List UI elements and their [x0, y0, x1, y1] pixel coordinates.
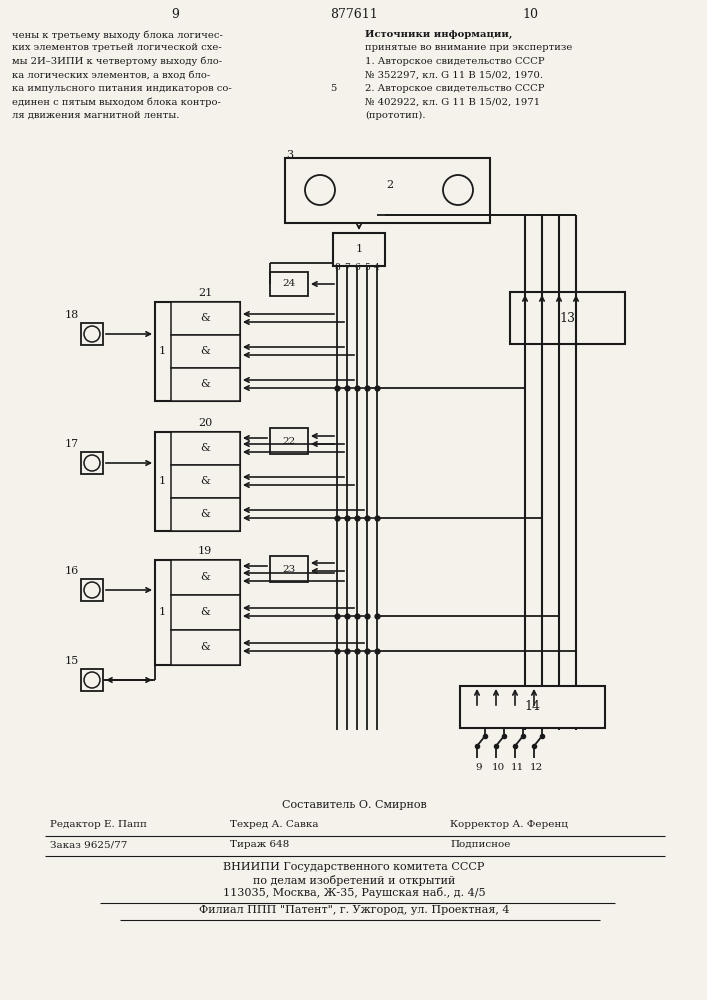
Text: ких элементов третьей логической схе-: ких элементов третьей логической схе-: [12, 43, 222, 52]
Text: чены к третьему выходу блока логичес-: чены к третьему выходу блока логичес-: [12, 30, 223, 39]
Text: 4: 4: [374, 262, 380, 271]
Circle shape: [84, 672, 100, 688]
Text: 877611: 877611: [330, 8, 378, 21]
Text: 19: 19: [198, 546, 212, 556]
Bar: [155, 302, 240, 401]
Text: ка логических элементов, а вход бло-: ка логических элементов, а вход бло-: [12, 70, 210, 80]
Circle shape: [84, 326, 100, 342]
Circle shape: [305, 175, 335, 205]
Text: 18: 18: [65, 310, 79, 320]
Text: 113035, Москва, Ж-35, Раушская наб., д. 4/5: 113035, Москва, Ж-35, Раушская наб., д. …: [223, 888, 485, 898]
Bar: [171, 595, 240, 630]
Bar: [155, 560, 240, 665]
Text: 2: 2: [387, 180, 394, 190]
Text: &: &: [200, 313, 210, 323]
Text: 12: 12: [530, 764, 543, 772]
Text: 6: 6: [354, 262, 360, 271]
Circle shape: [443, 175, 473, 205]
Text: &: &: [200, 607, 210, 617]
Bar: [81, 452, 103, 474]
Text: Филиал ППП "Патент", г. Ужгород, ул. Проектная, 4: Филиал ППП "Патент", г. Ужгород, ул. Про…: [199, 905, 509, 915]
Bar: [285, 158, 490, 223]
Bar: [171, 560, 240, 595]
Text: Подписное: Подписное: [450, 840, 510, 849]
Text: 8: 8: [334, 262, 340, 271]
Text: 15: 15: [65, 656, 79, 666]
Bar: [171, 630, 240, 665]
Text: &: &: [200, 443, 210, 453]
Text: &: &: [200, 642, 210, 652]
Text: единен с пятым выходом блока контро-: единен с пятым выходом блока контро-: [12, 98, 221, 107]
Text: 1. Авторское свидетельство СССР: 1. Авторское свидетельство СССР: [365, 57, 544, 66]
Bar: [155, 432, 240, 531]
Bar: [333, 233, 385, 266]
Text: 1: 1: [158, 346, 165, 356]
Text: Тираж 648: Тираж 648: [230, 840, 289, 849]
Text: Составитель О. Смирнов: Составитель О. Смирнов: [281, 800, 426, 810]
Circle shape: [84, 455, 100, 471]
Bar: [270, 556, 308, 582]
Text: 9: 9: [171, 8, 179, 21]
Text: 17: 17: [65, 439, 79, 449]
Text: 21: 21: [198, 288, 212, 298]
Text: Заказ 9625/77: Заказ 9625/77: [50, 840, 127, 849]
Text: &: &: [200, 379, 210, 389]
Text: 11: 11: [510, 764, 524, 772]
Text: 24: 24: [282, 279, 296, 288]
Text: 22: 22: [282, 436, 296, 446]
Text: 16: 16: [65, 566, 79, 576]
Bar: [460, 686, 605, 728]
Bar: [510, 292, 625, 344]
Text: &: &: [200, 572, 210, 582]
Text: Техред А. Савка: Техред А. Савка: [230, 820, 318, 829]
Text: 1: 1: [158, 607, 165, 617]
Text: &: &: [200, 346, 210, 356]
Text: &: &: [200, 476, 210, 486]
Text: &: &: [200, 509, 210, 519]
Bar: [171, 368, 240, 401]
Text: ля движения магнитной ленты.: ля движения магнитной ленты.: [12, 111, 180, 120]
Bar: [81, 579, 103, 601]
Text: 7: 7: [344, 262, 350, 271]
Text: 1: 1: [356, 244, 363, 254]
Text: 5: 5: [364, 262, 370, 271]
Bar: [270, 428, 308, 454]
Bar: [171, 498, 240, 531]
Text: по делам изобретений и открытий: по делам изобретений и открытий: [253, 874, 455, 886]
Text: 23: 23: [282, 564, 296, 574]
Text: 9: 9: [476, 764, 482, 772]
Text: принятые во внимание при экспертизе: принятые во внимание при экспертизе: [365, 43, 573, 52]
Text: 2. Авторское свидетельство СССР: 2. Авторское свидетельство СССР: [365, 84, 544, 93]
Text: № 352297, кл. G 11 В 15/02, 1970.: № 352297, кл. G 11 В 15/02, 1970.: [365, 70, 543, 80]
Text: 1: 1: [158, 476, 165, 486]
Text: ка импульсного питания индикаторов со-: ка импульсного питания индикаторов со-: [12, 84, 232, 93]
Bar: [171, 465, 240, 498]
Text: Редактор Е. Папп: Редактор Е. Папп: [50, 820, 147, 829]
Text: 14: 14: [524, 700, 540, 714]
Text: (прототип).: (прототип).: [365, 111, 426, 120]
Text: Корректор А. Ференц: Корректор А. Ференц: [450, 820, 568, 829]
Text: 20: 20: [198, 418, 212, 428]
Bar: [81, 669, 103, 691]
Text: мы 2И–3ИПИ к четвертому выходу бло-: мы 2И–3ИПИ к четвертому выходу бло-: [12, 57, 222, 66]
Text: 10: 10: [491, 764, 505, 772]
Bar: [270, 272, 308, 296]
Text: 5: 5: [330, 84, 337, 93]
Text: 13: 13: [559, 312, 575, 324]
Bar: [171, 302, 240, 335]
Text: 3: 3: [286, 150, 293, 160]
Bar: [171, 335, 240, 368]
Text: Источники информации,: Источники информации,: [365, 30, 513, 39]
Bar: [81, 323, 103, 345]
Bar: [171, 432, 240, 465]
Text: ВНИИПИ Государственного комитета СССР: ВНИИПИ Государственного комитета СССР: [223, 862, 485, 872]
Circle shape: [84, 582, 100, 598]
Text: 10: 10: [522, 8, 538, 21]
Text: № 402922, кл. G 11 В 15/02, 1971: № 402922, кл. G 11 В 15/02, 1971: [365, 98, 540, 106]
